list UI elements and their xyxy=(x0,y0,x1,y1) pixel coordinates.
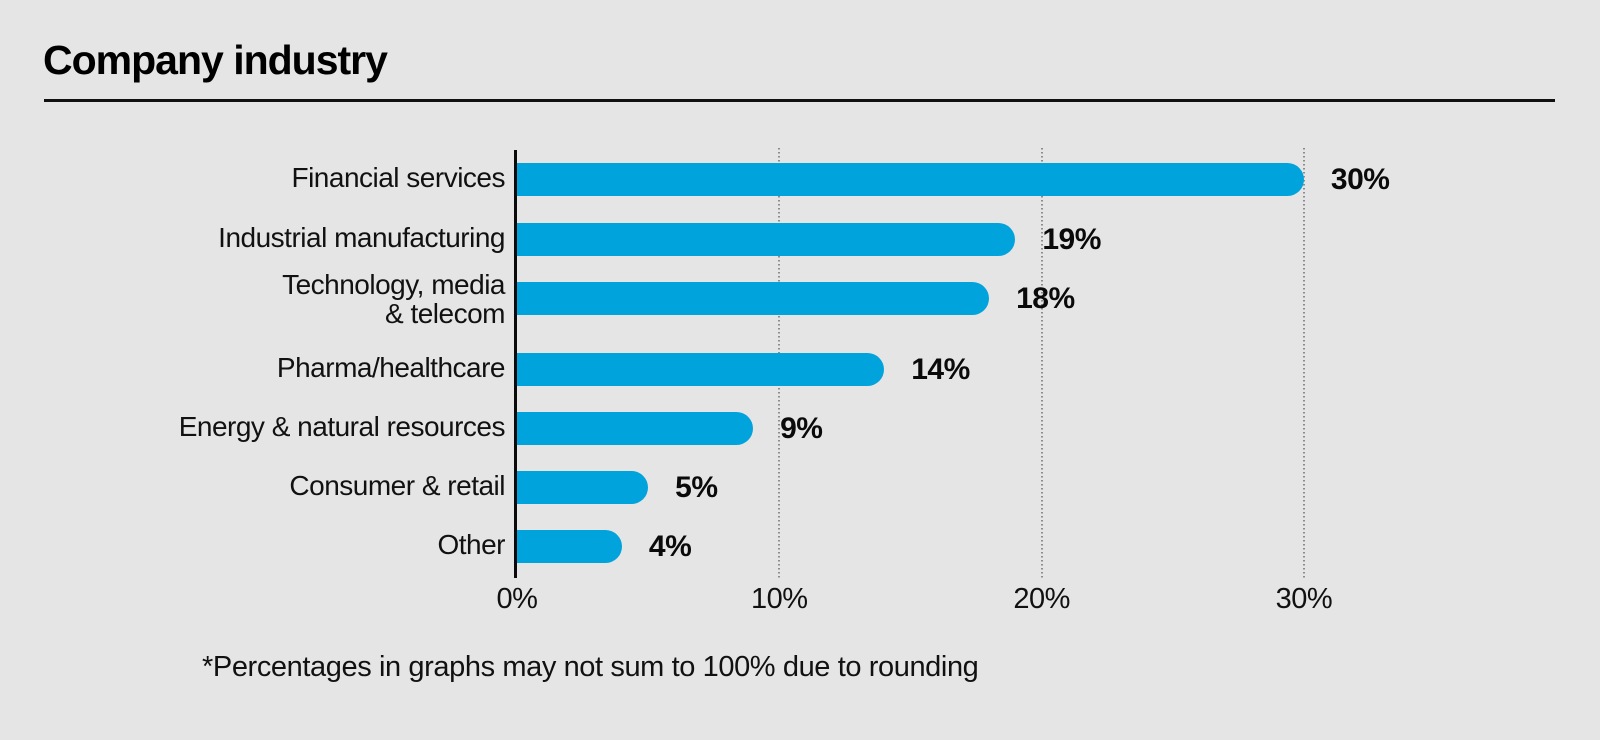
bar xyxy=(517,412,754,445)
x-axis-tick-label: 10% xyxy=(751,583,808,615)
category-label: Other xyxy=(437,530,505,559)
category-label: Technology, media & telecom xyxy=(282,270,505,328)
gridline xyxy=(1040,148,1043,578)
x-axis-tick-label: 30% xyxy=(1275,583,1333,615)
value-label: 18% xyxy=(1016,281,1075,315)
value-label: 30% xyxy=(1330,162,1390,196)
y-axis-line xyxy=(514,150,517,578)
category-label-line: Pharma/healthcare xyxy=(276,351,506,383)
bar xyxy=(517,163,1304,196)
x-axis-tick-label: 20% xyxy=(1013,583,1070,615)
category-label-line: Energy & natural resources xyxy=(178,410,506,442)
x-axis-tick-label: 0% xyxy=(496,583,538,615)
bar xyxy=(517,530,622,563)
title-divider xyxy=(44,99,1555,102)
category-label: Consumer & retail xyxy=(289,471,505,500)
chart-title: Company industry xyxy=(43,37,388,83)
value-label: 19% xyxy=(1042,222,1101,256)
chart-footnote: *Percentages in graphs may not sum to 10… xyxy=(202,651,979,683)
bar xyxy=(517,353,885,386)
gridline xyxy=(1302,148,1305,578)
category-label-line: Industrial manufacturing xyxy=(218,221,505,253)
category-label: Industrial manufacturing xyxy=(218,223,505,252)
category-label-line: Technology, media xyxy=(282,268,505,300)
bar xyxy=(517,223,1016,256)
category-label: Pharma/healthcare xyxy=(276,351,506,383)
category-label-line: Consumer & retail xyxy=(289,469,505,501)
value-label: 14% xyxy=(911,352,970,386)
category-label: Energy & natural resources xyxy=(178,410,506,442)
category-label-line: Financial services xyxy=(291,161,505,193)
bar xyxy=(517,471,649,504)
value-label: 4% xyxy=(648,529,692,563)
category-label-line: & telecom xyxy=(385,297,505,329)
bar xyxy=(517,282,990,315)
category-label: Financial services xyxy=(291,163,505,192)
value-label: 5% xyxy=(675,470,718,504)
category-label-line: Other xyxy=(437,528,505,560)
value-label: 9% xyxy=(780,411,823,445)
